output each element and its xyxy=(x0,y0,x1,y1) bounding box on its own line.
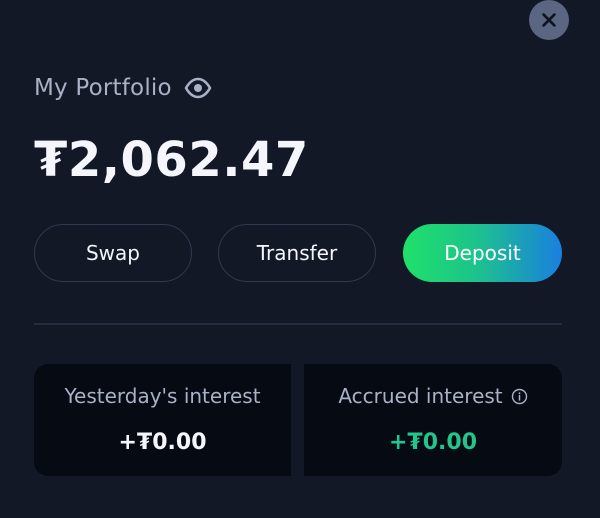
deposit-button[interactable]: Deposit xyxy=(403,224,562,282)
portfolio-header: My Portfolio xyxy=(34,74,212,102)
portfolio-title: My Portfolio xyxy=(34,75,172,101)
portfolio-balance: ₮2,062.47 xyxy=(34,132,309,188)
yesterday-interest-value: +₮0.00 xyxy=(118,430,207,455)
accrued-interest-title: Accrued interest xyxy=(338,384,503,408)
swap-button[interactable]: Swap xyxy=(34,224,192,282)
transfer-button[interactable]: Transfer xyxy=(218,224,376,282)
info-icon[interactable] xyxy=(511,388,528,405)
divider xyxy=(34,323,562,325)
accrued-interest-value: +₮0.00 xyxy=(388,430,478,455)
close-icon xyxy=(542,13,556,27)
yesterday-interest-title: Yesterday's interest xyxy=(64,384,261,408)
action-buttons: Swap Transfer Deposit xyxy=(34,224,562,284)
eye-icon[interactable] xyxy=(184,74,212,102)
yesterday-interest-card: Yesterday's interest +₮0.00 xyxy=(34,364,291,476)
accrued-interest-header: Accrued interest xyxy=(338,384,527,408)
accrued-interest-card: Accrued interest +₮0.00 xyxy=(304,364,562,476)
close-button[interactable] xyxy=(529,0,569,40)
